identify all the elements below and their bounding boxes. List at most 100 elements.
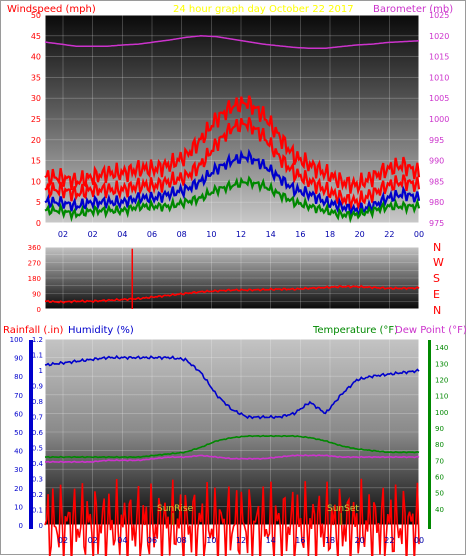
x-tick-label: 20	[355, 230, 365, 239]
panel-border	[44, 14, 420, 224]
humidity-tick-label: 50	[14, 429, 23, 437]
sunrise-label: SunRise	[157, 504, 194, 514]
x-tick-label: 12	[236, 536, 246, 545]
rainfall-tick-label: 0.1	[32, 507, 43, 515]
windspeed-tick-label: 5	[36, 198, 41, 207]
rainfall-tick-label: 0.6	[32, 429, 44, 437]
x-tick-label: 00	[414, 536, 424, 545]
graph-title: 24 hour graph day October 22 2017	[173, 4, 354, 15]
humidity-tick-label: 30	[14, 466, 23, 474]
x-tick-label: 10	[206, 230, 216, 239]
rainfall-tick-label: 1.2	[32, 336, 43, 344]
panel-border	[44, 338, 420, 526]
direction-panel: 0 90 180 270 360	[28, 244, 420, 314]
x-tick-label: 16	[295, 536, 305, 545]
x-tick-label: 02	[58, 536, 68, 545]
rainfall-tick-label: 1	[39, 367, 43, 375]
windspeed-tick-label: 30	[31, 94, 41, 103]
series-line-windspeed-mph-	[44, 117, 421, 211]
temperature-tick-label: 70	[435, 457, 444, 465]
series-line-barometer-mb-	[44, 35, 420, 50]
humidity-tick-label: 0	[19, 522, 23, 530]
x-tick-label: 08	[177, 230, 187, 239]
humidity-axis-bar	[29, 340, 33, 529]
direction-letter-e: E	[433, 288, 440, 301]
x-tick-label: 10	[206, 536, 216, 545]
windspeed-tick-label: 25	[31, 115, 41, 124]
rainfall-tick-label: 0.2	[32, 491, 43, 499]
barometer-tick-label: 980	[429, 198, 444, 207]
x-tick-label: 06	[147, 536, 157, 545]
x-tick-label: 06	[147, 230, 157, 239]
direction-panel-background	[45, 247, 419, 309]
humidity-tick-label: 80	[14, 373, 23, 381]
x-tick-label: 22	[384, 230, 394, 239]
direction-tick-label: 360	[28, 244, 41, 252]
rainfall-tick-label: 0.5	[32, 445, 43, 453]
barometer-tick-label: 1015	[429, 53, 449, 62]
windspeed-tick-label: 45	[31, 32, 41, 41]
x-tick-label: 02	[58, 230, 68, 239]
humidity-tick-label: 10	[14, 503, 23, 511]
series-line-humidity-	[44, 354, 420, 420]
x-tick-label: 16	[295, 230, 305, 239]
windspeed-tick-label: 15	[31, 157, 41, 166]
temperature-tick-label: 80	[435, 441, 444, 449]
rainfall-tick-label: 1.1	[32, 352, 43, 360]
temperature-tick-label: 130	[435, 360, 448, 368]
direction-tick-label: 270	[28, 260, 41, 268]
rainfall-tick-label: 0.7	[32, 414, 43, 422]
temperature-tick-label: 50	[435, 490, 444, 498]
humidity-tick-label: 40	[14, 448, 23, 456]
direction-letter-s: S	[433, 272, 440, 285]
windspeed-tick-label: 0	[36, 219, 41, 228]
humidity-tick-label: 20	[14, 485, 23, 493]
windspeed-tick-label: 40	[31, 53, 41, 62]
x-tick-label: 12	[236, 230, 246, 239]
x-tick-label: 08	[177, 536, 187, 545]
rainfall-tick-label: 0.3	[32, 476, 43, 484]
temperature-tick-label: 110	[435, 393, 448, 401]
rainfall-axis-title: Rainfall (.in)	[3, 325, 64, 336]
humidity-axis-title: Humidity (%)	[68, 325, 134, 336]
barometer-axis-title: Barometer (mb)	[373, 4, 453, 15]
series-line-rainfall-in-	[44, 478, 420, 556]
barometer-tick-label: 1020	[429, 32, 449, 41]
temperature-tick-label: 120	[435, 376, 448, 384]
temperature-tick-label: 90	[435, 425, 444, 433]
humidity-tick-label: 90	[14, 355, 23, 363]
temperature-axis-title: Temperature (°F)	[312, 325, 398, 336]
direction-tick-label: 0	[37, 306, 41, 314]
x-tick-label: 04	[117, 230, 127, 239]
series-line-gust	[44, 95, 421, 196]
windspeed-tick-label: 35	[31, 73, 41, 82]
direction-letter-w: W	[433, 256, 444, 269]
series-line-temperature-f-	[44, 434, 420, 459]
temperature-tick-label: 60	[435, 473, 444, 481]
barometer-tick-label: 995	[429, 136, 444, 145]
sunset-label: SunSet	[327, 504, 359, 514]
x-tick-label: 14	[266, 230, 276, 239]
rainfall-tick-label: 0.8	[32, 398, 43, 406]
barometer-tick-label: 1005	[429, 94, 449, 103]
barometer-tick-label: 990	[429, 157, 444, 166]
temperature-panel: 0 10 20 30 40 50 60 70 80 90 10 00 0.1 0.2 0.3 0.4 0.5 0.…	[10, 336, 448, 556]
barometer-tick-label: 985	[429, 177, 444, 186]
direction-tick-label: 90	[32, 291, 41, 299]
series-line-dew-point-f-	[45, 454, 420, 464]
x-tick-label: 04	[117, 536, 127, 545]
dewpoint-axis-title: Dew Point (°F)	[395, 325, 466, 336]
windspeed-axis-title: Windspeed (mph)	[7, 4, 96, 15]
x-tick-label: 18	[325, 230, 335, 239]
x-tick-label: 02	[88, 536, 98, 545]
wind-panel: 0510152025303540455097598098599099510001…	[31, 11, 450, 239]
series-line-average	[44, 148, 421, 218]
temperature-tick-label: 100	[435, 409, 448, 417]
temperature-tick-label: 140	[435, 344, 448, 352]
windspeed-tick-label: 20	[31, 136, 41, 145]
temperature-axis-bar	[428, 340, 431, 529]
humidity-tick-label: 60	[14, 410, 23, 418]
rainfall-tick-label: 0.4	[32, 460, 44, 468]
barometer-tick-label: 1010	[429, 73, 449, 82]
